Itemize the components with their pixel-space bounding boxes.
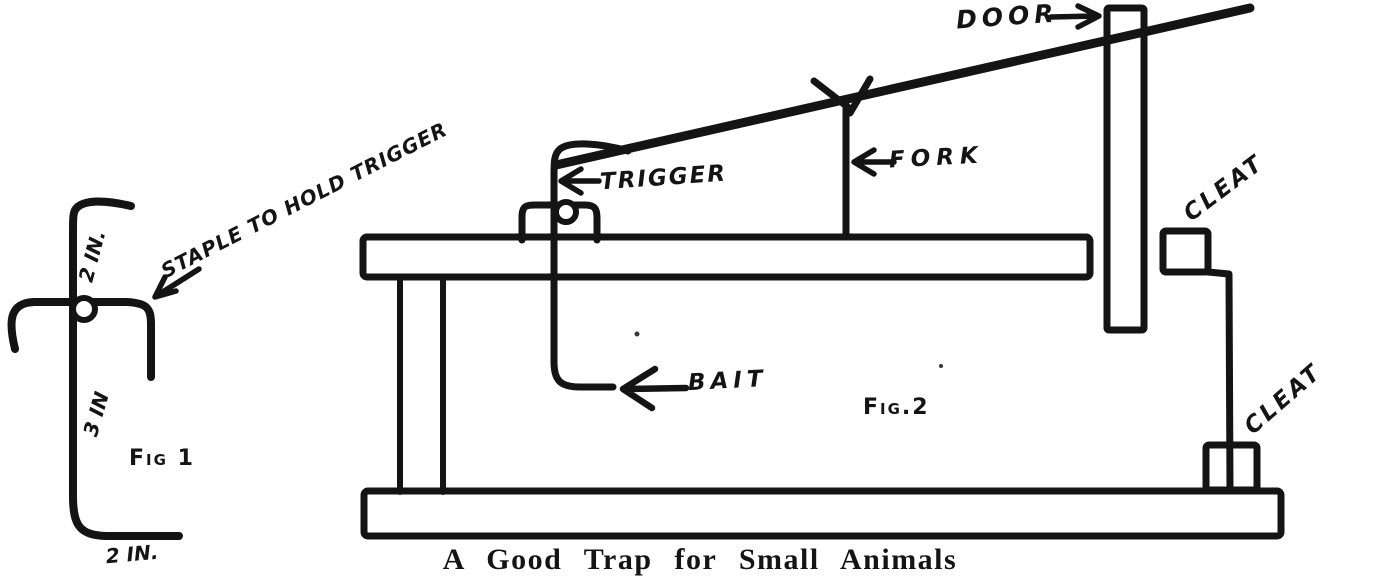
lever-line xyxy=(551,3,1255,170)
door-arrow xyxy=(1048,3,1102,30)
door-guide-line xyxy=(1204,268,1234,493)
fig2-title: Fig.2 xyxy=(863,395,930,420)
fig1-dim-bottom: 2 IN. xyxy=(104,539,160,569)
door xyxy=(1103,4,1148,334)
fig1-staple-eye xyxy=(70,295,98,323)
fork-arrow xyxy=(851,147,897,177)
door-label: DOOR xyxy=(955,0,1060,35)
bottom-board xyxy=(360,487,1285,540)
top-board xyxy=(359,233,1094,281)
fig1-trigger-stick xyxy=(69,197,183,540)
trigger-arrow xyxy=(558,166,602,196)
fig1-title: Fig 1 xyxy=(129,446,195,471)
annotation-arrows xyxy=(152,3,1102,412)
fork-label: FORK xyxy=(888,142,985,174)
bait-label: BAIT xyxy=(687,365,769,397)
scan-speck xyxy=(939,364,943,368)
staple-eye xyxy=(553,199,579,225)
figure-caption: A Good Trap for Small Animals xyxy=(442,543,958,576)
staple-note-arrow xyxy=(152,266,202,300)
bait-arrow xyxy=(619,365,690,412)
scan-speck xyxy=(634,331,640,337)
cleat-upper xyxy=(1159,227,1212,276)
scan-specks xyxy=(634,331,943,368)
fig2-trap-drawing xyxy=(359,3,1285,540)
fig1-trigger-drawing xyxy=(7,197,183,540)
